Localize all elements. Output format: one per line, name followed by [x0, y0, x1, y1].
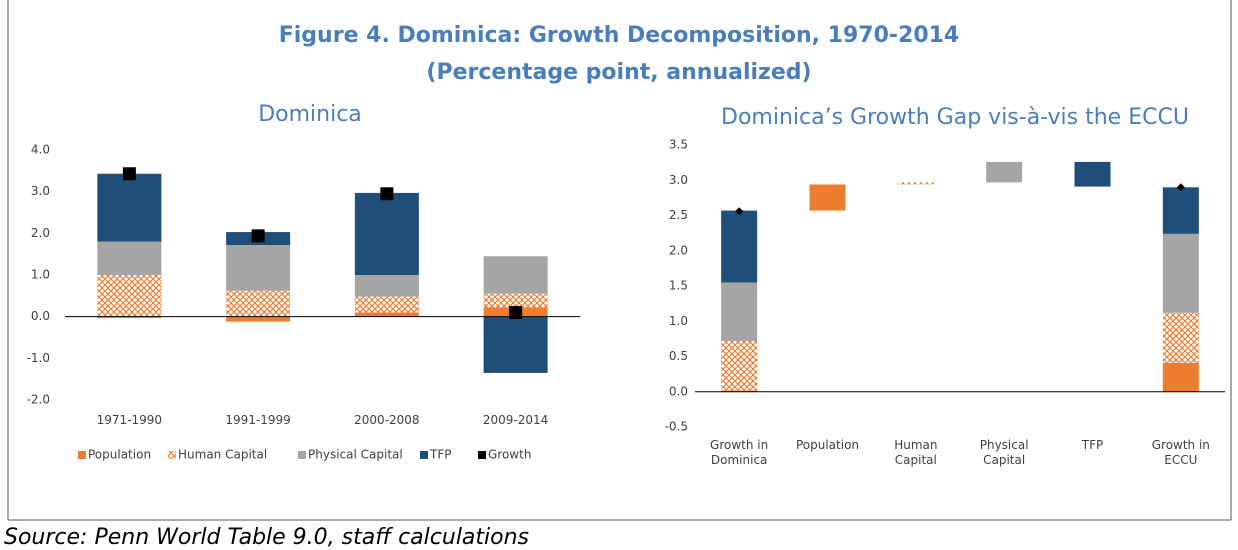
y-tick-label: 1.5	[669, 279, 688, 293]
bar-segment	[483, 256, 548, 294]
bar-segment	[809, 184, 846, 211]
bar-segment	[97, 316, 162, 318]
bar-segment	[1162, 312, 1199, 363]
bar-segment	[721, 340, 758, 391]
bar-segment	[897, 182, 934, 185]
legend-swatch	[420, 451, 428, 459]
bar-segment	[986, 161, 1023, 183]
legend-label: Physical Capital	[308, 448, 403, 462]
figure-subtitle: (Percentage point, annualized)	[426, 60, 811, 85]
x-tick-label: TFP	[1081, 438, 1104, 452]
x-tick-label: Growth in ECCU	[1151, 438, 1210, 467]
bar-segment	[1162, 233, 1199, 313]
bar-segment	[721, 210, 758, 283]
bar-segment	[97, 275, 162, 317]
y-tick-label: 0.5	[669, 349, 688, 363]
legend-label: TFP	[429, 448, 451, 462]
growth-marker	[509, 306, 523, 319]
legend-swatch	[298, 451, 306, 459]
y-tick-label: -0.5	[665, 420, 688, 434]
bar-segment	[226, 290, 291, 317]
y-tick-label: 3.0	[31, 184, 50, 198]
legend-swatch	[168, 451, 176, 459]
bar-segment	[483, 293, 548, 308]
bar-segment	[483, 316, 548, 373]
y-tick-label: 2.5	[669, 208, 688, 222]
bar-segment	[354, 275, 419, 297]
chart-title: Dominica’s Growth Gap vis-à-vis the ECCU	[721, 105, 1189, 130]
x-tick-label: 2000-2008	[354, 413, 420, 427]
bar-segment	[226, 245, 291, 291]
bar-segment	[97, 241, 162, 275]
y-tick-label: 1.0	[669, 314, 688, 328]
x-tick-label: 1991-1999	[225, 413, 291, 427]
y-tick-label: 0.0	[31, 309, 50, 323]
x-tick-label: Population	[795, 438, 860, 452]
growth-marker	[380, 187, 394, 201]
bar-segment	[354, 296, 419, 313]
bar-segment	[721, 282, 758, 341]
x-tick-label: 2009-2014	[482, 413, 549, 427]
bar-segment	[97, 173, 162, 242]
y-tick-label: 3.5	[669, 138, 688, 152]
bar-segment	[1162, 362, 1199, 392]
legend-swatch	[78, 451, 86, 459]
y-tick-label: 1.0	[31, 268, 50, 282]
growth-marker	[735, 207, 744, 216]
legend-swatch	[478, 451, 486, 459]
y-tick-label: 4.0	[31, 143, 50, 157]
legend-label: Growth	[488, 448, 531, 462]
source-note: Source: Penn World Table 9.0, staff calc…	[4, 525, 529, 550]
growth-marker	[122, 167, 136, 181]
y-tick-label: 2.0	[669, 243, 688, 257]
bar-segment	[721, 390, 758, 392]
x-tick-label: Physical Capital	[979, 438, 1029, 467]
growth-marker	[251, 229, 265, 243]
bar-segment	[354, 312, 419, 317]
bar-segment	[226, 316, 291, 322]
x-tick-label: Growth in Dominica	[710, 438, 769, 467]
y-tick-label: 2.0	[31, 226, 50, 240]
bar-segment	[1074, 161, 1111, 187]
growth-marker	[1176, 183, 1185, 192]
y-tick-label: -1.0	[27, 351, 50, 365]
bar-segment	[354, 192, 419, 275]
x-tick-label: Human Capital	[894, 438, 938, 467]
x-tick-label: 1971-1990	[96, 413, 163, 427]
y-tick-label: -2.0	[27, 393, 50, 407]
y-tick-label: 3.0	[669, 173, 688, 187]
legend-label: Population	[88, 448, 151, 462]
chart-title: Dominica	[258, 102, 362, 127]
bar-segment	[1162, 187, 1199, 234]
figure-title: Figure 4. Dominica: Growth Decomposition…	[279, 23, 960, 48]
y-tick-label: 0.0	[669, 384, 688, 398]
legend-label: Human Capital	[178, 448, 267, 462]
